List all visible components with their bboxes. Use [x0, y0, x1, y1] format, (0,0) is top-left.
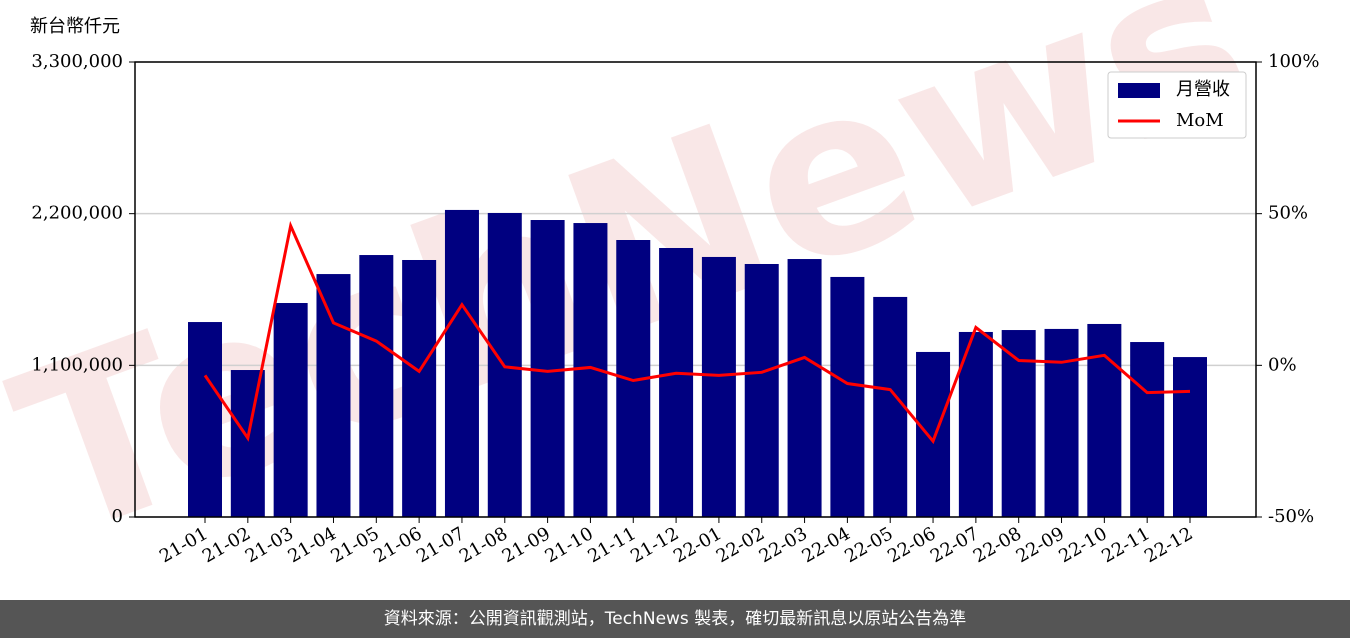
line: [203, 220, 1191, 445]
bar: [787, 259, 822, 517]
y-tick-label: 2,200,000: [31, 203, 123, 224]
chart: 新台幣仟元 TechNews01,100,0002,200,0003,300,0…: [0, 0, 1319, 591]
bar: [744, 263, 779, 517]
footer: 資料來源：公開資訊觀測站，TechNews 製表，確切最新訊息以原站公告為準: [0, 600, 1350, 638]
x-tick-label: 21-04: [285, 523, 340, 567]
x-tick-label: 21-10: [541, 523, 596, 567]
bar: [916, 351, 951, 517]
y-tick-label: 1,100,000: [31, 354, 123, 375]
x-tick-label: 22-06: [884, 523, 939, 567]
x-tick-label: 22-08: [970, 523, 1025, 567]
bar: [444, 209, 479, 517]
bar: [359, 255, 394, 517]
y-axis-label: 新台幣仟元: [30, 16, 120, 37]
y2-tick-label: -50%: [1268, 506, 1314, 527]
bar: [316, 274, 351, 517]
legend-swatch: [1118, 83, 1160, 98]
x-tick-label: 22-10: [1055, 523, 1110, 567]
bar: [1044, 328, 1079, 517]
y2-tick-label: 100%: [1268, 51, 1319, 72]
bar: [1173, 357, 1207, 517]
bar: [659, 247, 694, 518]
y-tick-label: 0: [112, 506, 123, 527]
bar: [958, 331, 993, 517]
bar: [273, 303, 308, 517]
bar: [701, 256, 736, 517]
x-tick-label: 22-05: [841, 523, 896, 567]
bar: [1130, 342, 1165, 517]
x-tick-label: 22-09: [1013, 523, 1068, 567]
x-tick-label: 21-12: [627, 523, 682, 567]
x-tick-label: 22-03: [756, 523, 811, 567]
x-tick-label: 21-05: [327, 523, 382, 567]
x-tick-label: 22-02: [713, 523, 768, 567]
x-tick-label: 22-04: [798, 523, 853, 567]
x-tick-label: 21-09: [499, 523, 554, 567]
bar: [873, 296, 908, 517]
legend-label: 月營收: [1176, 79, 1230, 100]
bar: [230, 370, 265, 517]
x-tick-label: 21-03: [242, 523, 297, 567]
x-tick-label: 21-07: [413, 523, 468, 567]
x-tick-label: 22-01: [670, 523, 725, 567]
bar: [830, 276, 865, 517]
legend-label: MoM: [1176, 110, 1224, 131]
x-tick-label: 22-12: [1141, 523, 1196, 567]
bar: [530, 220, 565, 517]
x-tick-label: 21-11: [584, 523, 639, 567]
bar: [402, 259, 437, 517]
x-tick-label: 22-07: [927, 523, 982, 567]
y-tick-label: 3,300,000: [31, 51, 123, 72]
y2-tick-label: 0%: [1268, 354, 1297, 375]
bar: [1001, 330, 1036, 517]
x-tick-label: 21-08: [456, 523, 511, 567]
x-tick-label: 22-11: [1098, 523, 1153, 567]
y2-tick-label: 50%: [1268, 203, 1308, 224]
plot-frame: [134, 61, 1257, 518]
bar: [188, 322, 222, 517]
bar: [1087, 323, 1122, 517]
x-tick-label: 21-06: [370, 523, 425, 567]
